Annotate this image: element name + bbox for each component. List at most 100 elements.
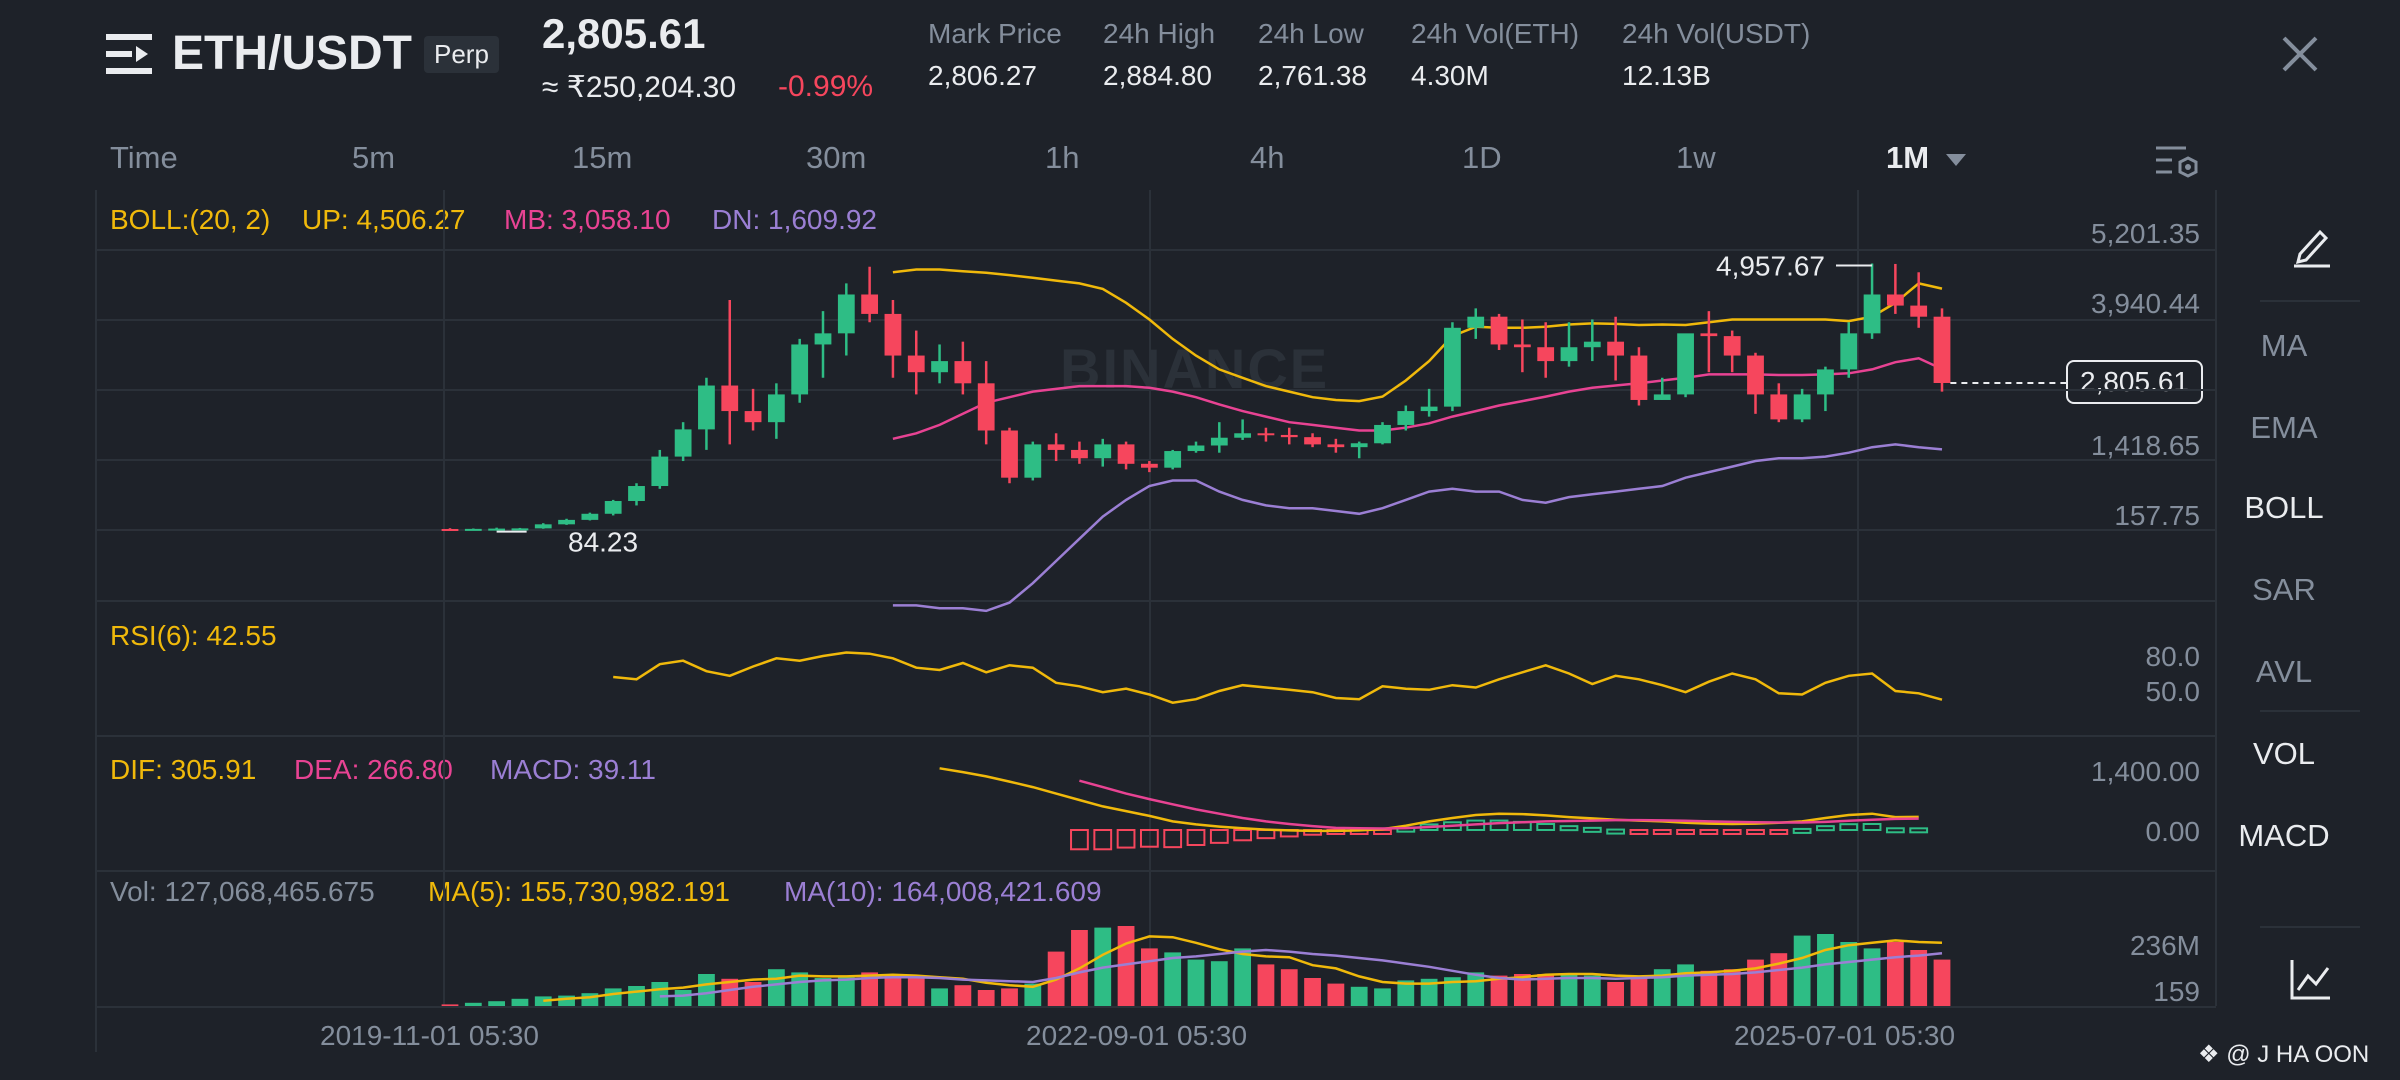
candle-body	[954, 361, 972, 384]
volume-bar	[1444, 977, 1461, 1006]
candle-body	[1327, 444, 1345, 448]
current-price-tag: 2,805.61	[2066, 360, 2203, 404]
tab-1w[interactable]: 1w	[1676, 140, 1716, 175]
boll-legend-params: BOLL:(20, 2)	[110, 204, 271, 235]
tab-1m[interactable]: 1M	[1886, 140, 1966, 176]
volume-bar	[1560, 974, 1578, 1006]
indicator-boll[interactable]: BOLL	[2244, 490, 2324, 525]
volume-bar	[1304, 978, 1321, 1006]
stat-value-mark-price: 2,806.27	[928, 60, 1037, 91]
macd-histogram-bar	[1093, 829, 1113, 851]
macd-histogram-bar	[1722, 829, 1742, 835]
candle-body	[441, 528, 459, 531]
tab-1d[interactable]: 1D	[1462, 140, 1502, 175]
candle-body	[977, 383, 995, 431]
tab-30m[interactable]: 30m	[806, 140, 867, 175]
sidebar-divider	[2260, 710, 2360, 712]
candle-body	[1700, 333, 1718, 337]
candle-body	[1886, 294, 1904, 306]
candle-body	[558, 519, 575, 525]
chart-settings-icon[interactable]	[2154, 142, 2200, 182]
macd-legend-dif: DIF: 305.91	[110, 754, 257, 785]
candle-body	[1583, 341, 1601, 348]
stat-label-24h-vol-usdt: 24h Vol(USDT)	[1622, 18, 1811, 49]
pane-divider	[96, 870, 2216, 872]
volume-bar	[1140, 948, 1158, 1006]
close-icon[interactable]	[2282, 36, 2318, 72]
stat-value-24h-vol-eth: 4.30M	[1411, 60, 1489, 91]
macd-histogram-bar	[1139, 829, 1159, 848]
last-price: 2,805.61	[542, 10, 706, 57]
time-axis-label: 2025-07-01 05:30	[1734, 1020, 1956, 1051]
indicator-macd[interactable]: MACD	[2238, 818, 2330, 853]
volume-bar	[1677, 964, 1694, 1006]
macd-histogram-bar	[1885, 827, 1905, 834]
rsi-line	[613, 651, 1943, 704]
candle-body	[1234, 433, 1252, 438]
macd-histogram-bar	[1559, 825, 1579, 832]
tab-time[interactable]: Time	[110, 140, 178, 175]
macd-histogram-bar	[1652, 829, 1672, 835]
candle-body	[1210, 437, 1228, 446]
volume-bar	[884, 974, 902, 1006]
candle-body	[861, 294, 879, 314]
volume-bar	[1513, 974, 1531, 1006]
tab-5m[interactable]: 5m	[352, 140, 396, 175]
candle-body	[1304, 437, 1321, 445]
menu-icon[interactable]	[106, 32, 152, 76]
draw-tool-icon[interactable]	[2292, 224, 2332, 268]
sidebar-divider	[2260, 926, 2360, 928]
tab-15m[interactable]: 15m	[572, 140, 633, 175]
volume-bar	[1863, 948, 1881, 1006]
volume-bar	[861, 972, 879, 1006]
candle-body	[534, 524, 552, 529]
indicator-avl[interactable]: AVL	[2255, 654, 2313, 689]
macd-histogram-bar	[1629, 829, 1649, 835]
candle-body	[721, 385, 739, 412]
indicator-ema[interactable]: EMA	[2250, 410, 2318, 445]
volume-bar	[1910, 950, 1928, 1006]
candle-body	[698, 385, 715, 430]
macd-histogram-bar	[1699, 829, 1719, 835]
tab-4h[interactable]: 4h	[1250, 140, 1285, 175]
candle-body	[1001, 430, 1018, 478]
macd-histogram-bar	[1209, 829, 1229, 844]
volume-bar	[558, 995, 575, 1006]
candle-body	[1677, 333, 1694, 395]
indicator-vol[interactable]: VOL	[2252, 736, 2316, 771]
volume-bar	[1327, 983, 1345, 1006]
macd-histogram-bar	[1256, 829, 1276, 840]
boll-legend-dn: DN: 1,609.92	[712, 204, 877, 235]
candle-body	[651, 456, 669, 487]
macd-histogram-bar	[1816, 825, 1835, 832]
sidebar-divider	[2260, 300, 2360, 302]
volume-ma5-line	[543, 935, 1943, 1002]
candle-body	[837, 294, 855, 334]
candle-body	[1723, 336, 1741, 356]
candle-body	[1513, 344, 1531, 348]
candle-body	[1094, 444, 1112, 459]
candle-body	[464, 528, 482, 531]
footer-credit: ❖ @ J HA OON	[2198, 1040, 2369, 1069]
symbol-title[interactable]: ETH/USDT	[172, 27, 412, 80]
stat-label-mark-price: Mark Price	[928, 18, 1062, 49]
tab-1h[interactable]: 1h	[1045, 140, 1080, 175]
price-axis-label: 5,201.35	[2091, 218, 2200, 249]
macd-histogram-bar	[1746, 829, 1765, 835]
indicator-sar[interactable]: SAR	[2252, 572, 2316, 607]
candle-body	[1467, 316, 1485, 328]
boll-upper-line	[892, 268, 1943, 403]
volume-bar	[674, 990, 692, 1006]
macd-histogram-bar	[1116, 829, 1136, 849]
candle-body	[1840, 333, 1858, 370]
volume-bar	[1420, 978, 1438, 1006]
indicator-ma[interactable]: MA	[2260, 328, 2308, 363]
macd-histogram-bar	[1839, 823, 1859, 832]
chart-type-icon[interactable]	[2290, 958, 2332, 1000]
volume-bar	[534, 996, 552, 1006]
volume-bar	[1257, 964, 1275, 1006]
volume-bar	[1374, 988, 1391, 1006]
stat-label-24h-vol-eth: 24h Vol(ETH)	[1411, 18, 1580, 49]
volume-bar	[1187, 959, 1205, 1006]
